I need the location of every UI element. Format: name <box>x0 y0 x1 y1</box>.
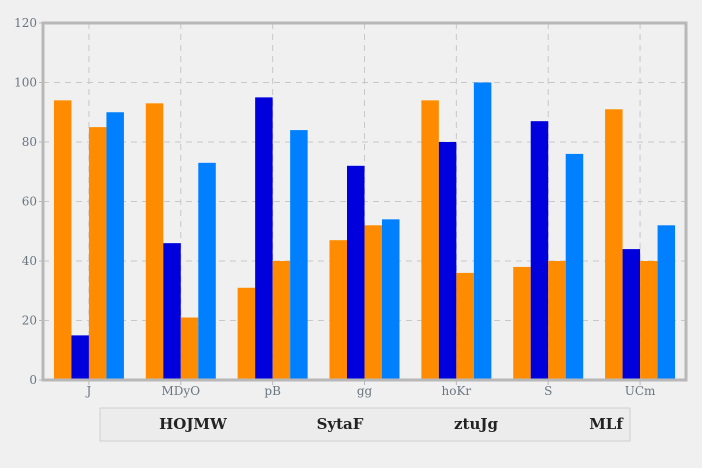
y-tick-label: 60 <box>22 195 37 209</box>
legend: HOJMW SytaF ztuJg MLf <box>99 407 631 442</box>
bar-SytaF-pB <box>255 97 273 380</box>
x-tick-label: hoKr <box>442 384 472 398</box>
bar-MLf-J <box>106 112 124 380</box>
bar-ztuJg-S <box>548 261 566 380</box>
bar-HOJMW-gg <box>329 240 347 380</box>
y-tick-label: 0 <box>29 373 37 387</box>
plot-frame <box>41 21 688 382</box>
bar-ztuJg-MDyO <box>180 317 199 380</box>
bar-HOJMW-J <box>53 100 72 380</box>
bar-MLf-hoKr <box>473 82 492 380</box>
y-axis-ticks: 0 20 40 60 80 100 120 <box>14 16 43 387</box>
x-tick-label: pB <box>264 384 281 398</box>
x-tick-label: gg <box>357 384 373 398</box>
bar-SytaF-hoKr <box>438 142 457 380</box>
bar-HOJMW-hoKr <box>421 100 439 380</box>
bar-SytaF-J <box>71 335 89 380</box>
legend-box <box>99 407 631 442</box>
y-tick-label: 80 <box>22 135 37 149</box>
bars <box>53 82 676 381</box>
bar-MLf-pB <box>290 130 308 380</box>
bar-MLf-MDyO <box>198 162 216 380</box>
bar-HOJMW-MDyO <box>145 103 164 380</box>
bar-MLf-S <box>565 153 584 380</box>
y-tick-label: 100 <box>14 76 37 90</box>
y-tick-label: 20 <box>22 314 37 328</box>
y-tick-label: 120 <box>14 16 37 30</box>
bar-ztuJg-gg <box>364 225 382 380</box>
bar-SytaF-UCm <box>622 249 641 380</box>
legend-entry-MLf: MLf <box>589 415 624 433</box>
bar-HOJMW-UCm <box>605 109 623 381</box>
bar-ztuJg-pB <box>272 261 291 380</box>
x-axis-ticks: J MDyO pB gg hoKr S UCm <box>85 380 656 398</box>
x-tick-label: MDyO <box>162 384 201 398</box>
bar-SytaF-S <box>530 121 549 381</box>
bar-SytaF-gg <box>347 165 365 380</box>
bar-SytaF-MDyO <box>163 243 181 380</box>
bar-ztuJg-J <box>88 127 107 380</box>
bar-HOJMW-S <box>513 266 531 380</box>
legend-entry-HOJMW: HOJMW <box>159 415 228 433</box>
bar-ztuJg-UCm <box>640 261 658 380</box>
bar-HOJMW-pB <box>237 287 256 380</box>
x-tick-label: J <box>85 384 92 398</box>
legend-entry-ztuJg: ztuJg <box>454 415 498 433</box>
bar-MLf-UCm <box>657 225 676 380</box>
legend-entry-SytaF: SytaF <box>317 415 364 433</box>
x-tick-label: UCm <box>625 384 656 398</box>
bar-MLf-gg <box>382 219 400 380</box>
y-tick-label: 40 <box>22 254 37 268</box>
x-tick-label: S <box>544 384 552 398</box>
bar-ztuJg-hoKr <box>456 272 474 380</box>
